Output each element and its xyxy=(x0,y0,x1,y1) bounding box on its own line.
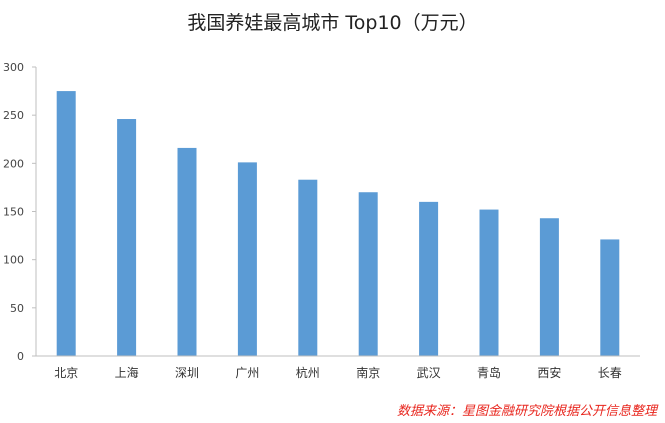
x-tick-label: 长春 xyxy=(598,366,622,380)
bar xyxy=(479,209,499,356)
x-tick-label: 武汉 xyxy=(417,366,441,380)
x-tick-label: 广州 xyxy=(235,366,259,380)
bar xyxy=(298,179,318,356)
x-tick-label: 青岛 xyxy=(477,365,501,380)
x-tick-label: 深圳 xyxy=(175,366,199,380)
y-tick-label: 200 xyxy=(3,157,24,170)
y-tick-label: 0 xyxy=(17,350,24,363)
x-axis: 北京 上海 深圳 广州 杭州 南京 武汉 青岛 西安 长春 xyxy=(36,355,640,380)
bar xyxy=(358,192,378,356)
y-tick-label: 100 xyxy=(3,254,24,267)
bar xyxy=(419,201,439,356)
bar xyxy=(177,147,197,356)
y-tick-label: 300 xyxy=(3,61,24,74)
chart-title: 我国养娃最高城市 Top10（万元） xyxy=(187,12,478,34)
x-tick-label: 北京 xyxy=(54,366,78,380)
bar xyxy=(237,162,257,356)
y-axis: 0 50 100 150 200 250 300 xyxy=(3,61,37,363)
y-tick-label: 150 xyxy=(3,206,24,219)
y-tick-label: 250 xyxy=(3,109,24,122)
bar xyxy=(117,119,137,357)
bar xyxy=(56,91,76,356)
x-tick-label: 南京 xyxy=(356,365,380,380)
source-note: 数据来源：星图金融研究院根据公开信息整理 xyxy=(396,404,657,419)
x-tick-label: 杭州 xyxy=(296,365,320,380)
y-tick-label: 50 xyxy=(10,302,24,315)
bar xyxy=(600,239,620,356)
x-tick-label: 上海 xyxy=(115,365,139,380)
bars xyxy=(56,91,620,357)
x-tick-label: 西安 xyxy=(537,365,561,380)
bar xyxy=(539,218,559,356)
